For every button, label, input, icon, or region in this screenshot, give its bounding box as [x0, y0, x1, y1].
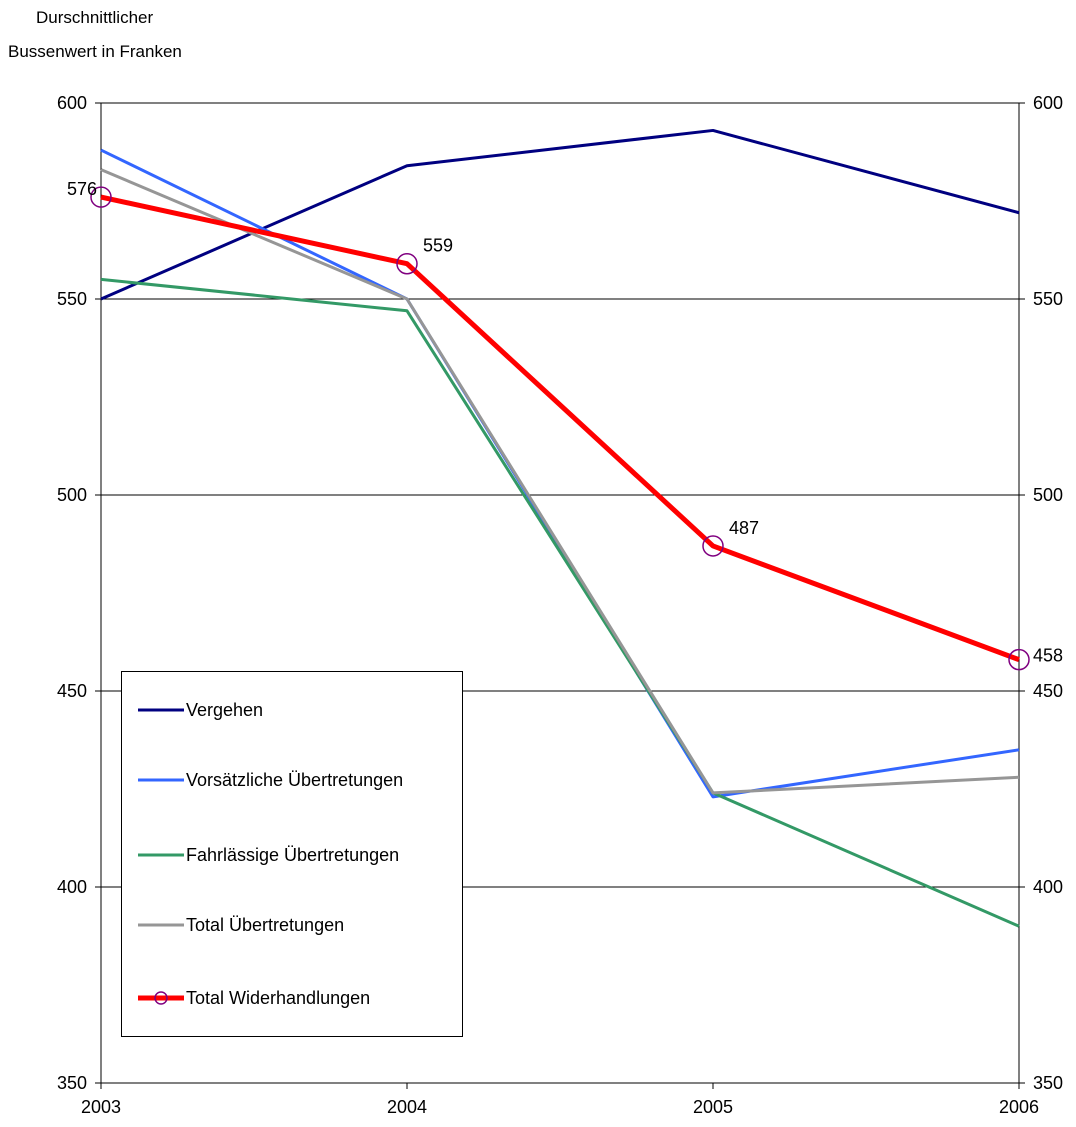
right-tick-label: 450: [1033, 681, 1063, 701]
left-tick-label: 500: [57, 485, 87, 505]
legend-swatch: [136, 913, 184, 937]
data-point-marker: [1008, 648, 1030, 671]
legend-label: Vergehen: [186, 699, 264, 720]
data-label: 559: [423, 236, 453, 256]
data-label: 576: [67, 179, 97, 199]
legend-swatch-marker: [154, 991, 168, 1005]
x-tick-label: 2005: [693, 1097, 733, 1117]
markers: [90, 186, 1030, 671]
legend-swatch: [136, 698, 184, 722]
x-tick-label: 2003: [81, 1097, 121, 1117]
series-line-5: [100, 194, 1020, 662]
legend-swatch-graphic: [138, 853, 184, 857]
series-lines: [100, 128, 1020, 928]
x-axis-ticks: 2003 2004 2005 2006: [81, 1083, 1039, 1117]
legend-label: Total Übertretungen: [186, 914, 345, 935]
legend-item-total-uebertretungen: Total Übertretungen: [136, 913, 344, 937]
left-tick-label: 400: [57, 877, 87, 897]
data-label: 458: [1033, 646, 1063, 666]
series-line-3: [100, 277, 1020, 928]
legend-label: Vorsätzliche Übertretungen: [186, 769, 404, 790]
legend-item-fahrlaessige: Fahrlässige Übertretungen: [136, 843, 399, 867]
y-axis-label-line-2: Bussenwert in Franken: [8, 42, 182, 61]
legend-swatch-graphic: [138, 708, 184, 712]
right-tick-label: 500: [1033, 485, 1063, 505]
legend-label: Total Widerhandlungen: [186, 987, 371, 1008]
legend-item-total-widerhandlungen: Total Widerhandlungen: [136, 986, 370, 1010]
right-axis-ticks: 350 400 450 500 550 600: [1019, 93, 1063, 1093]
right-tick-label: 550: [1033, 289, 1063, 309]
right-tick-label: 600: [1033, 93, 1063, 113]
left-tick-label: 450: [57, 681, 87, 701]
legend-item-vergehen: Vergehen: [136, 698, 263, 722]
right-tick-label: 400: [1033, 877, 1063, 897]
legend-swatch-graphic: [138, 778, 184, 782]
legend-swatch: [136, 986, 184, 1010]
legend-label: Fahrlässige Übertretungen: [186, 844, 400, 865]
left-tick-label: 350: [57, 1073, 87, 1093]
data-point-marker: [90, 186, 112, 208]
data-point-marker: [702, 535, 724, 557]
x-tick-label: 2006: [999, 1097, 1039, 1117]
legend-swatch-graphic: [138, 991, 184, 1005]
y-axis-label-line-1: Durschnittlicher: [36, 8, 154, 27]
legend: Vergehen Vorsätzliche Übertretungen Fahr…: [121, 671, 463, 1037]
axes: [100, 103, 1020, 1084]
left-axis-ticks: 350 400 450 500 550 600: [57, 93, 101, 1093]
data-point-marker: [396, 252, 418, 275]
data-labels: 576 559 487 458: [67, 179, 1063, 666]
series-line-4: [100, 168, 1020, 795]
data-label: 487: [729, 518, 759, 538]
right-tick-label: 350: [1033, 1073, 1063, 1093]
left-tick-label: 600: [57, 93, 87, 113]
legend-item-vorsaetzliche: Vorsätzliche Übertretungen: [136, 768, 403, 792]
series-line-1: [100, 128, 1020, 301]
x-tick-label: 2004: [387, 1097, 427, 1117]
legend-swatch: [136, 843, 184, 867]
legend-swatch-graphic: [138, 923, 184, 927]
legend-swatch: [136, 768, 184, 792]
left-tick-label: 550: [57, 289, 87, 309]
